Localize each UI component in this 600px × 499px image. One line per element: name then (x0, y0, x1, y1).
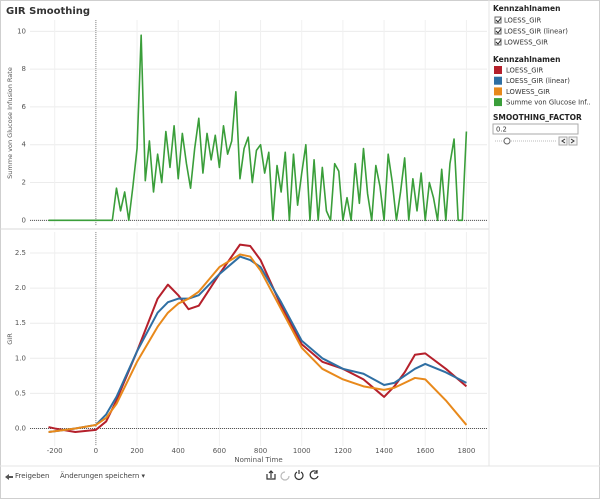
share-icon (5, 474, 13, 480)
x-tick-label: 400 (172, 447, 185, 455)
checkbox[interactable] (494, 27, 502, 35)
save-button[interactable]: Änderungen speichern ▾ (60, 471, 145, 480)
parameter-value[interactable]: 0.2 (496, 126, 507, 134)
y-tick-label: 2.5 (15, 249, 26, 257)
x-tick-label: 1000 (293, 447, 311, 455)
series-line (48, 34, 468, 222)
filter-item[interactable]: LOESS_GIR (linear) (504, 28, 568, 36)
pause-icon[interactable] (294, 470, 304, 480)
y-tick-label: 1.0 (15, 354, 26, 362)
step-back[interactable] (558, 136, 568, 146)
legend-label: LOWESS_GIR (506, 88, 550, 96)
series-line (48, 255, 467, 433)
x-tick-label: 1800 (458, 447, 476, 455)
filter-title: Kennzahlnamen (493, 4, 560, 13)
legend: LOESS_GIR LOESS_GIR (linear) LOWESS_GIR Sum… (494, 66, 591, 107)
undo-icon[interactable] (280, 471, 290, 481)
x-tick-label: 600 (213, 447, 226, 455)
y-tick-label: 1.5 (15, 319, 26, 327)
legend-label: LOESS_GIR (linear) (506, 77, 570, 85)
share-button[interactable]: Freigeben (15, 472, 49, 480)
arrow-right (570, 138, 575, 144)
legend-swatch (494, 76, 502, 85)
y-tick-label: 0.5 (15, 389, 26, 397)
legend-label: Summe von Glucose Inf.. (506, 99, 591, 107)
check (495, 28, 502, 34)
y-tick-label: 2.0 (15, 284, 26, 292)
dashboard-title: GIR Smoothing (6, 6, 90, 17)
y-tick-label: 6 (22, 103, 27, 111)
slider-thumb[interactable] (503, 137, 511, 145)
y-tick-label: 0 (22, 216, 26, 224)
x-tick-label: 1600 (416, 447, 434, 455)
x-tick-label: 1200 (334, 447, 352, 455)
export-icon[interactable] (266, 470, 276, 480)
series-line (48, 253, 468, 433)
y-tick-label: 8 (22, 65, 26, 73)
legend-title: Kennzahlnamen (493, 55, 560, 64)
x-tick-label: 0 (94, 447, 98, 455)
x-tick-label: 800 (254, 447, 267, 455)
legend-label: LOESS_GIR (506, 67, 543, 75)
x-tick-label: -200 (47, 447, 63, 455)
toolbar (266, 470, 319, 481)
filter-item[interactable]: LOWESS_GIR (504, 39, 548, 47)
x-axis-label: Nominal Time (234, 456, 282, 464)
parameter-input[interactable] (492, 123, 579, 135)
step-forward[interactable] (568, 136, 578, 146)
y-axis-label: GIR (6, 333, 14, 345)
legend-swatch (494, 66, 502, 74)
y-tick-label: 4 (22, 141, 27, 149)
checkbox[interactable] (494, 38, 502, 46)
check (495, 17, 502, 23)
legend-swatch (494, 87, 502, 96)
y-axis-label: Summe von Glucose Infusion Rate (6, 67, 14, 179)
y-tick-label: 0.0 (15, 424, 26, 432)
x-tick-label: 1400 (375, 447, 393, 455)
parameter-title: SMOOTHING_FACTOR (493, 113, 582, 122)
check (495, 39, 502, 45)
checkbox[interactable] (494, 16, 502, 24)
y-tick-label: 10 (17, 27, 26, 35)
legend-swatch (494, 98, 502, 107)
filter-list: LOESS_GIR LOESS_GIR (linear) LOWESS_GIR (494, 16, 568, 47)
y-tick-label: 2 (22, 179, 26, 187)
refresh-icon[interactable] (309, 470, 319, 480)
x-tick-label: 200 (130, 447, 143, 455)
filter-item[interactable]: LOESS_GIR (504, 17, 541, 25)
arrow-left (561, 138, 566, 144)
